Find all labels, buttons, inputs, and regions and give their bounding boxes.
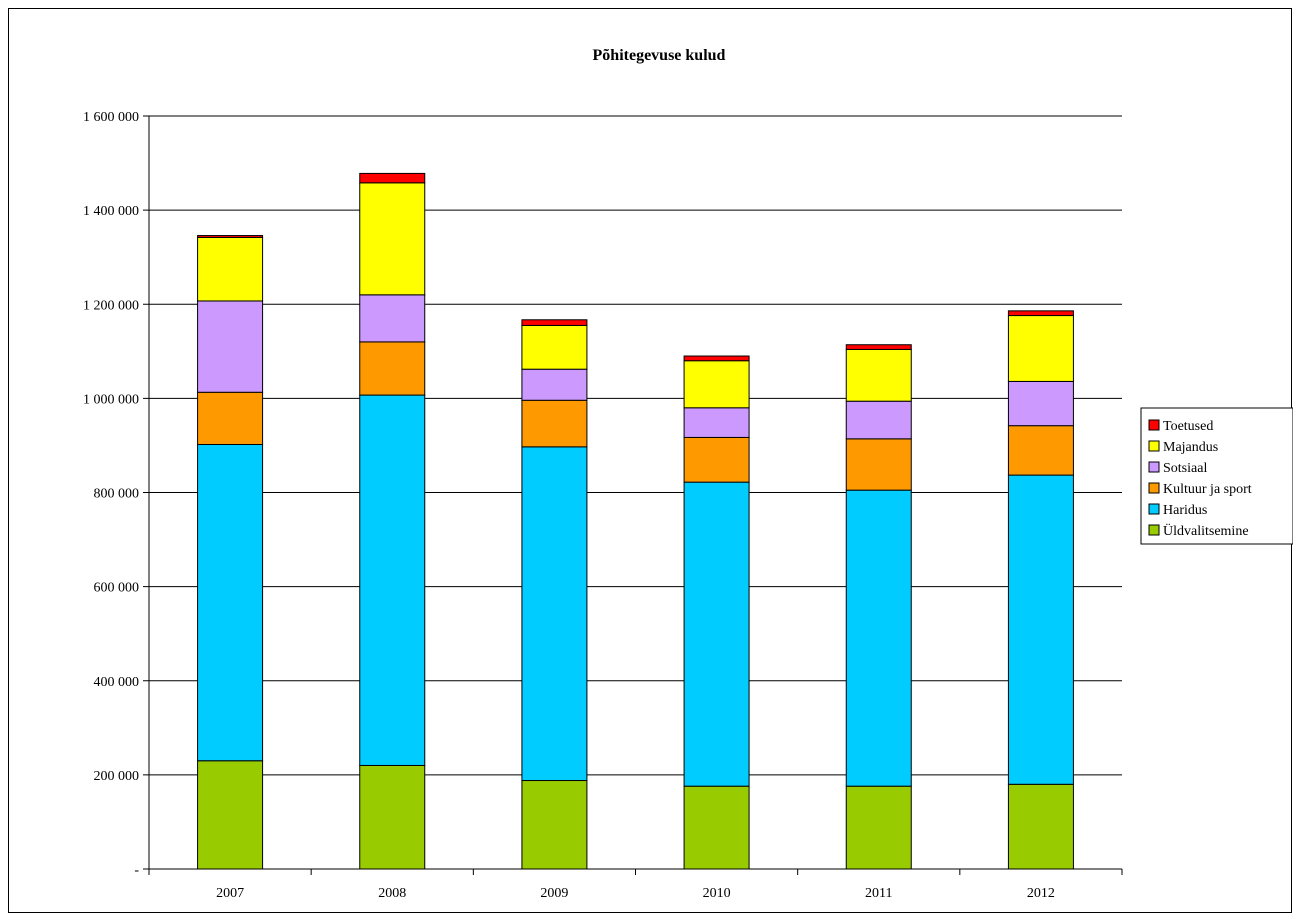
y-tick-label: 1 400 000: [83, 204, 139, 219]
bar-segment: [1007, 310, 1074, 317]
y-tick-label: -: [134, 863, 139, 878]
legend-swatch: [1148, 503, 1160, 515]
bar-segment: [197, 236, 264, 302]
bar-segment: [521, 446, 588, 782]
axes: - 200 000 400 000 600 000 800 000 1 000 000 1 …: [83, 110, 1123, 901]
legend: Toetused Majandus Sotsiaal Kultuur ja sport…: [1140, 407, 1293, 545]
bar-segment: [197, 235, 264, 238]
x-tick-label: 2008: [378, 886, 406, 901]
bar-segment: [1007, 315, 1074, 382]
bar-segment: [683, 407, 750, 438]
y-tick-label: 1 200 000: [83, 298, 139, 313]
y-tick-label: 600 000: [94, 581, 140, 596]
y-tick-label: 1 000 000: [83, 392, 139, 407]
bar-segment: [197, 391, 264, 445]
bar-segment: [845, 489, 912, 787]
bar-segment: [359, 341, 426, 396]
bar-segment: [1007, 380, 1074, 427]
bar-segment: [197, 443, 264, 762]
y-tick-label: 1 600 000: [83, 110, 139, 125]
bar-segment: [359, 764, 426, 870]
bar-segment: [521, 780, 588, 870]
legend-swatch: [1148, 461, 1160, 473]
bar-segment: [683, 481, 750, 787]
legend-swatch: [1148, 524, 1160, 536]
legend-box: [1140, 407, 1293, 545]
legend-swatch: [1148, 482, 1160, 494]
chart-frame: Põhitegevuse kulud - 200 000 400 000 600 00…: [8, 8, 1293, 913]
bar-segment: [359, 294, 426, 343]
bar-segment: [683, 785, 750, 870]
stacked-bar-chart: Põhitegevuse kulud - 200 000 400 000 600 00…: [83, 47, 1293, 901]
legend-label: Haridus: [1163, 503, 1207, 518]
x-tick-label: 2009: [540, 886, 568, 901]
bar-segment: [1007, 425, 1074, 476]
y-tick-label: 400 000: [94, 675, 140, 690]
bar-segment: [845, 438, 912, 491]
legend-label: Üldvalitsemine: [1163, 522, 1249, 539]
y-tick-label: 200 000: [94, 769, 140, 784]
x-tick-label: 2007: [216, 886, 244, 901]
bar-segment: [683, 360, 750, 409]
legend-swatch: [1148, 419, 1160, 431]
bar-segment: [683, 436, 750, 483]
bars: [197, 172, 1074, 870]
bar-segment: [521, 368, 588, 401]
y-tick-label: 800 000: [94, 487, 140, 502]
bar-segment: [845, 785, 912, 870]
bar-segment: [1007, 474, 1074, 785]
bar-segment: [359, 182, 426, 296]
bar-segment: [521, 399, 588, 448]
legend-label: Majandus: [1163, 440, 1218, 455]
bar-segment: [521, 319, 588, 326]
legend-label: Toetused: [1163, 419, 1213, 434]
x-tick-label: 2010: [703, 886, 731, 901]
gridlines: [149, 115, 1122, 776]
bar-segment: [683, 355, 750, 362]
chart-title: Põhitegevuse kulud: [593, 47, 726, 64]
bar-segment: [359, 172, 426, 184]
bar-segment: [845, 344, 912, 350]
bar-segment: [845, 400, 912, 440]
bar-segment: [359, 394, 426, 766]
x-tick-label: 2011: [865, 886, 892, 901]
bar-segment: [521, 324, 588, 370]
legend-swatch: [1148, 440, 1160, 452]
bar-segment: [1007, 783, 1074, 870]
legend-label: Sotsiaal: [1163, 461, 1207, 476]
bar-segment: [845, 348, 912, 402]
bar-segment: [197, 300, 264, 393]
x-tick-label: 2012: [1027, 886, 1055, 901]
bar-segment: [197, 760, 264, 870]
legend-label: Kultuur ja sport: [1163, 482, 1252, 497]
